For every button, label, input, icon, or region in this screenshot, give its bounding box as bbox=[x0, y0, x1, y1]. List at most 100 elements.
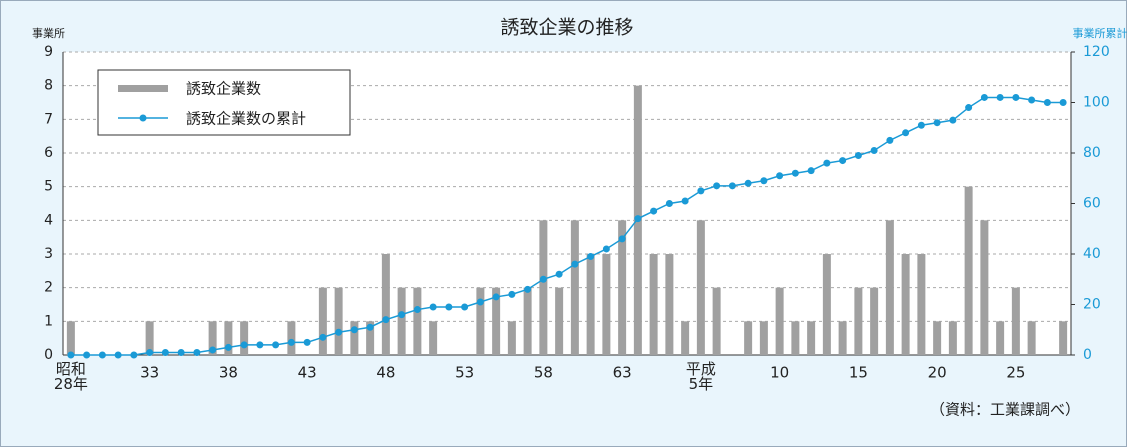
x-tick-label: 昭和 28年 bbox=[54, 360, 88, 393]
legend-swatch bbox=[139, 114, 147, 122]
line-point bbox=[350, 326, 358, 334]
bar bbox=[665, 254, 674, 355]
line-point bbox=[146, 348, 154, 356]
bar bbox=[586, 254, 595, 355]
line-point bbox=[602, 245, 610, 253]
bar bbox=[681, 321, 690, 355]
bar bbox=[66, 321, 75, 355]
line-point bbox=[366, 323, 374, 331]
y2-axis-label: 事業所累計 bbox=[1073, 26, 1127, 40]
x-tick-label: 33 bbox=[140, 364, 159, 382]
x-tick-label: 20 bbox=[928, 364, 947, 382]
line-point bbox=[303, 338, 311, 346]
y2-tick-label: 0 bbox=[1083, 347, 1092, 363]
bar bbox=[602, 254, 611, 355]
line-point bbox=[1028, 96, 1036, 104]
bar bbox=[334, 287, 343, 355]
line-point bbox=[587, 253, 595, 261]
legend-box bbox=[97, 69, 351, 136]
y2-tick-label: 120 bbox=[1083, 44, 1110, 60]
bar bbox=[1011, 287, 1020, 355]
bar bbox=[885, 220, 894, 355]
source: （資料：工業課調べ） bbox=[930, 401, 1080, 419]
line-point bbox=[839, 157, 847, 165]
bar bbox=[1027, 321, 1036, 355]
x-tick-label: 38 bbox=[219, 364, 238, 382]
line-point bbox=[508, 290, 516, 298]
x-tick-label: 43 bbox=[298, 364, 317, 382]
bar bbox=[696, 220, 705, 355]
line-point bbox=[240, 341, 248, 349]
line-point bbox=[917, 121, 925, 129]
bar bbox=[318, 287, 327, 355]
line-point bbox=[98, 351, 106, 359]
x-tick-label: 48 bbox=[376, 364, 395, 382]
legend-label: 誘致企業数 bbox=[186, 80, 261, 98]
line-point bbox=[398, 311, 406, 319]
line-point bbox=[319, 333, 327, 341]
x-tick-label: 25 bbox=[1006, 364, 1025, 382]
bar bbox=[429, 321, 438, 355]
bar bbox=[870, 287, 879, 355]
line-point bbox=[571, 260, 579, 268]
bar bbox=[901, 254, 910, 355]
y2-tick-label: 20 bbox=[1083, 297, 1101, 313]
bar bbox=[208, 321, 217, 355]
line-point bbox=[791, 169, 799, 177]
y-tick-label: 6 bbox=[44, 145, 53, 161]
line-point bbox=[728, 182, 736, 190]
bar bbox=[381, 254, 390, 355]
bar bbox=[539, 220, 548, 355]
line-point bbox=[539, 275, 547, 283]
x-tick-label: 58 bbox=[534, 364, 553, 382]
bar bbox=[397, 287, 406, 355]
bar bbox=[964, 186, 973, 355]
bar bbox=[570, 220, 579, 355]
line-point bbox=[272, 341, 280, 349]
x-tick-label: 53 bbox=[455, 364, 474, 382]
line-point bbox=[902, 129, 910, 137]
line-point bbox=[161, 348, 169, 356]
y-axis-label: 事業所 bbox=[32, 27, 65, 40]
bar bbox=[933, 321, 942, 355]
bar bbox=[807, 321, 816, 355]
line-point bbox=[949, 116, 957, 124]
line-point bbox=[67, 351, 75, 359]
bar bbox=[822, 254, 831, 355]
line-point bbox=[697, 187, 705, 195]
y-tick-label: 4 bbox=[44, 212, 53, 228]
line-point bbox=[665, 200, 673, 207]
bar bbox=[555, 287, 564, 355]
line-point bbox=[382, 316, 390, 324]
line-point bbox=[1043, 99, 1051, 106]
y2-tick-label: 80 bbox=[1083, 145, 1101, 161]
line-point bbox=[83, 351, 91, 359]
chart-title: 誘致企業の推移 bbox=[500, 17, 633, 39]
line-point bbox=[854, 152, 862, 160]
bar bbox=[917, 254, 926, 355]
bar bbox=[996, 321, 1005, 355]
line-point bbox=[681, 197, 689, 205]
y-tick-label: 9 bbox=[44, 44, 53, 60]
bar bbox=[1059, 321, 1068, 355]
x-tick-label: 15 bbox=[849, 364, 868, 382]
line-point bbox=[209, 346, 217, 354]
line-point bbox=[760, 177, 768, 185]
bar bbox=[854, 287, 863, 355]
bar bbox=[224, 321, 233, 355]
line-point bbox=[224, 343, 232, 351]
line-point bbox=[1059, 99, 1067, 106]
bar bbox=[350, 321, 359, 355]
line-point bbox=[965, 104, 973, 112]
bar bbox=[759, 321, 768, 355]
bar bbox=[649, 254, 658, 355]
line-point bbox=[256, 341, 264, 349]
line-point bbox=[524, 285, 532, 293]
line-point bbox=[492, 293, 500, 301]
x-tick-label: 63 bbox=[613, 364, 632, 382]
bar bbox=[948, 321, 957, 355]
y-tick-label: 7 bbox=[44, 111, 53, 127]
line-point bbox=[130, 351, 138, 359]
bar bbox=[413, 287, 422, 355]
